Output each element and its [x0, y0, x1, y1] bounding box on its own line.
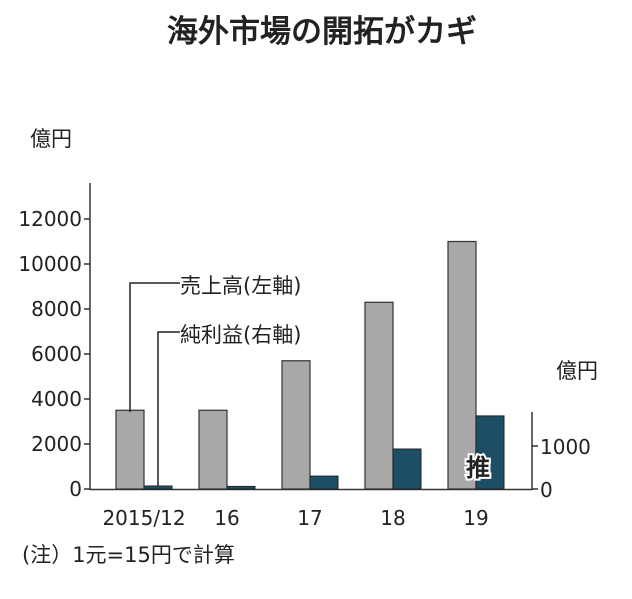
x-tick-label: 17 [297, 506, 322, 530]
chart-title: 海外市場の開拓がカギ [167, 14, 477, 50]
left-tick-label: 12000 [18, 207, 82, 231]
sales-bar [281, 360, 311, 490]
profit-bar [475, 415, 505, 490]
x-tick-label: 18 [380, 506, 405, 530]
profit-bar [392, 448, 422, 490]
left-tick-label: 6000 [31, 342, 82, 366]
estimate-annotation: 推 [466, 454, 490, 482]
left-axis-unit: 億円 [30, 127, 72, 151]
sales-bar [198, 409, 228, 490]
profit-bar [143, 485, 173, 490]
right-tick-label: 0 [540, 478, 553, 502]
sales-bar [447, 240, 477, 490]
x-tick-label: 16 [214, 506, 239, 530]
legend-profit: 純利益(右軸) [180, 323, 301, 347]
profit-bar [309, 475, 339, 490]
sales-bar [364, 301, 394, 490]
legend-leader-sales [129, 282, 180, 412]
legend-leader-profit [157, 331, 180, 486]
x-tick-label: 2015/12 [102, 506, 185, 530]
left-tick-label: 0 [69, 477, 82, 501]
sales-bar [115, 409, 145, 490]
footnote: (注）1元=15円で計算 [22, 543, 235, 567]
left-tick-label: 4000 [31, 387, 82, 411]
x-tick-label: 19 [463, 506, 488, 530]
left-tick-label: 8000 [31, 297, 82, 321]
right-tick-label: 1000 [540, 435, 591, 459]
legend-sales: 売上高(左軸) [180, 274, 301, 298]
left-tick-label: 10000 [18, 252, 82, 276]
right-axis-unit: 億円 [556, 359, 598, 383]
left-tick-label: 2000 [31, 432, 82, 456]
profit-bar [226, 485, 256, 490]
